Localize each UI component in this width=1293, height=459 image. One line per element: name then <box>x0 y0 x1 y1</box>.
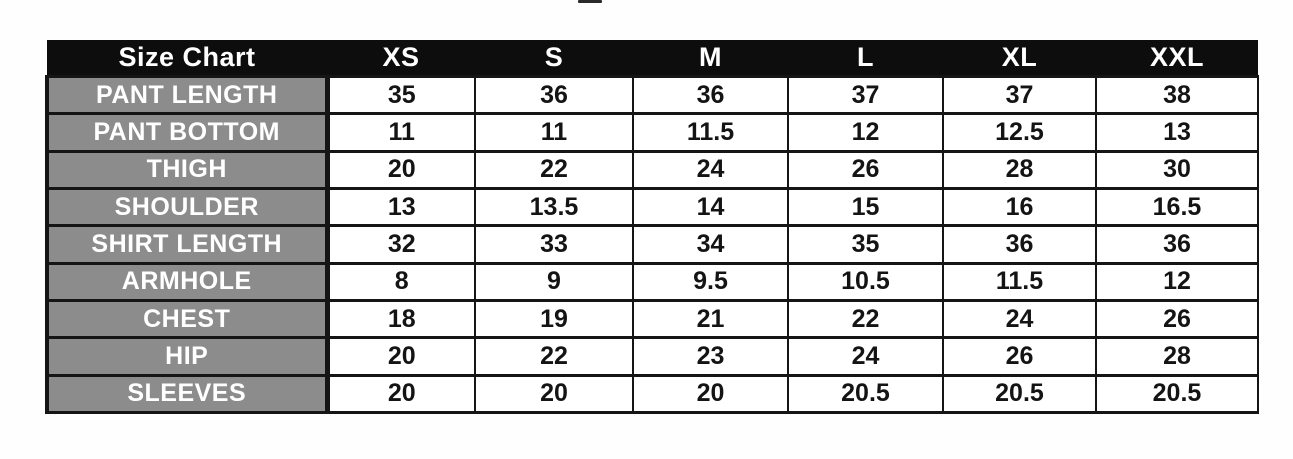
table-row: SHOULDER 13 13.5 14 15 16 16.5 <box>45 186 1259 228</box>
table-row: PANT BOTTOM 11 11 11.5 12 12.5 13 <box>45 112 1259 153</box>
row-label-armhole: ARMHOLE <box>45 261 330 302</box>
size-value-cell: 36 <box>942 224 1097 265</box>
size-value-cell: 36 <box>474 74 634 116</box>
row-label-pant-bottom: PANT BOTTOM <box>45 112 330 153</box>
table-row: THIGH 20 22 24 26 28 30 <box>45 149 1259 190</box>
table-row: PANT LENGTH 35 36 36 37 37 38 <box>45 74 1259 116</box>
size-value-cell: 28 <box>1095 336 1259 377</box>
size-value-cell: 20 <box>474 373 634 415</box>
size-value-cell: 13 <box>326 186 476 228</box>
size-value-cell: 37 <box>942 74 1097 116</box>
size-value-cell: 21 <box>632 298 789 340</box>
size-value-cell: 11 <box>474 112 634 153</box>
size-value-cell: 26 <box>1095 298 1259 340</box>
size-value-cell: 15 <box>787 186 944 228</box>
size-value-cell: 33 <box>474 224 634 265</box>
size-value-cell: 20 <box>326 336 476 377</box>
table-row: HIP 20 22 23 24 26 28 <box>45 336 1259 377</box>
table-row: SHIRT LENGTH 32 33 34 35 36 36 <box>45 224 1259 265</box>
size-value-cell: 30 <box>1095 149 1259 190</box>
col-header-l: L <box>788 40 943 77</box>
size-value-cell: 18 <box>326 298 476 340</box>
size-value-cell: 24 <box>787 336 944 377</box>
size-value-cell: 26 <box>942 336 1097 377</box>
size-value-cell: 9 <box>474 261 634 302</box>
size-value-cell: 20 <box>326 373 476 415</box>
size-value-cell: 11.5 <box>632 112 789 153</box>
size-value-cell: 35 <box>787 224 944 265</box>
size-value-cell: 32 <box>326 224 476 265</box>
size-value-cell: 20 <box>326 149 476 190</box>
table-row: ARMHOLE 8 9 9.5 10.5 11.5 12 <box>45 261 1259 302</box>
size-value-cell: 37 <box>787 74 944 116</box>
table-row: SLEEVES 20 20 20 20.5 20.5 20.5 <box>45 373 1259 415</box>
size-value-cell: 22 <box>474 336 634 377</box>
size-value-cell: 22 <box>474 149 634 190</box>
size-value-cell: 34 <box>632 224 789 265</box>
size-value-cell: 22 <box>787 298 944 340</box>
size-value-cell: 36 <box>632 74 789 116</box>
table-row: CHEST 18 19 21 22 24 26 <box>45 298 1259 340</box>
col-header-xs: XS <box>327 40 475 77</box>
size-value-cell: 11.5 <box>942 261 1097 302</box>
size-value-cell: 12.5 <box>942 112 1097 153</box>
size-value-cell: 20.5 <box>787 373 944 415</box>
size-value-cell: 38 <box>1095 74 1259 116</box>
size-value-cell: 20.5 <box>1095 373 1259 415</box>
size-chart-table: Size Chart XS S M L XL XXL PANT LENGTH 35… <box>45 40 1259 415</box>
size-value-cell: 20 <box>632 373 789 415</box>
row-label-hip: HIP <box>45 336 330 377</box>
size-value-cell: 9.5 <box>632 261 789 302</box>
col-header-s: S <box>475 40 633 77</box>
size-value-cell: 12 <box>1095 261 1259 302</box>
size-value-cell: 12 <box>787 112 944 153</box>
size-value-cell: 20.5 <box>942 373 1097 415</box>
size-value-cell: 13.5 <box>474 186 634 228</box>
size-value-cell: 14 <box>632 186 789 228</box>
size-value-cell: 35 <box>326 74 476 116</box>
size-value-cell: 24 <box>632 149 789 190</box>
size-value-cell: 8 <box>326 261 476 302</box>
size-value-cell: 11 <box>326 112 476 153</box>
row-label-thigh: THIGH <box>45 149 330 190</box>
size-value-cell: 28 <box>942 149 1097 190</box>
row-label-pant-length: PANT LENGTH <box>45 74 330 116</box>
size-value-cell: 24 <box>942 298 1097 340</box>
size-value-cell: 36 <box>1095 224 1259 265</box>
row-label-sleeves: SLEEVES <box>45 373 330 415</box>
col-header-m: M <box>633 40 788 77</box>
size-value-cell: 26 <box>787 149 944 190</box>
size-value-cell: 16 <box>942 186 1097 228</box>
size-value-cell: 23 <box>632 336 789 377</box>
row-label-chest: CHEST <box>45 298 330 340</box>
row-label-shoulder: SHOULDER <box>45 186 330 228</box>
col-header-xl: XL <box>943 40 1096 77</box>
col-header-xxl: XXL <box>1096 40 1258 77</box>
size-value-cell: 10.5 <box>787 261 944 302</box>
size-value-cell: 13 <box>1095 112 1259 153</box>
row-label-shirt-length: SHIRT LENGTH <box>45 224 330 265</box>
header-row: Size Chart XS S M L XL XXL <box>47 40 1258 77</box>
size-value-cell: 19 <box>474 298 634 340</box>
size-table-body: PANT LENGTH 35 36 36 37 37 38 PANT BOTTOM 11 11 11… <box>45 74 1259 415</box>
size-value-cell: 16.5 <box>1095 186 1259 228</box>
table-title: Size Chart <box>47 40 327 77</box>
scan-artifact-mark <box>578 0 602 3</box>
